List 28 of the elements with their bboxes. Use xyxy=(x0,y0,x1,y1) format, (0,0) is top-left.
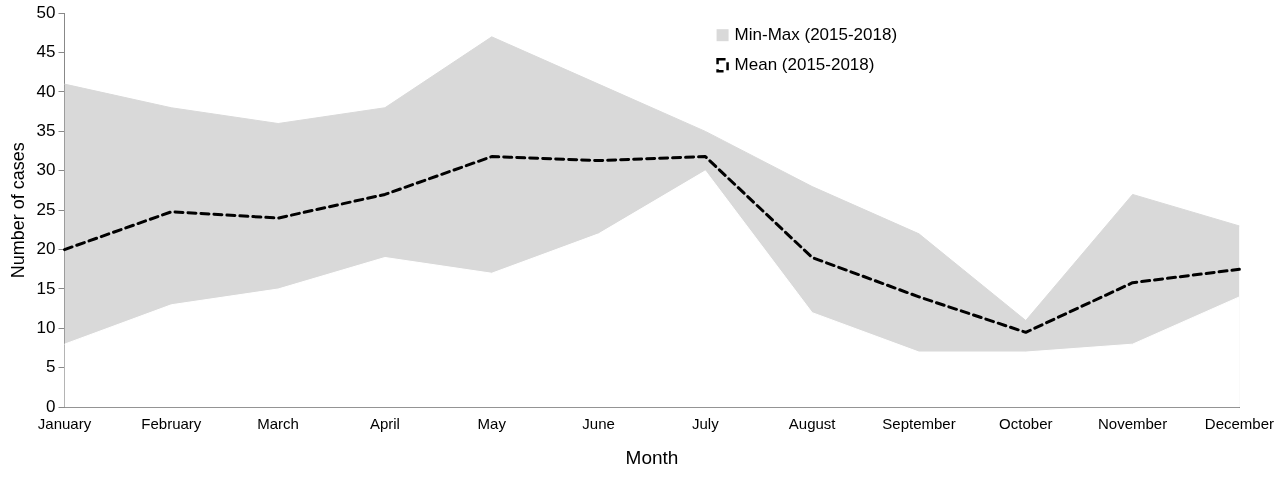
x-tick-label: August xyxy=(788,415,837,433)
y-tick-label: 0 xyxy=(46,396,56,416)
y-tick-label: 35 xyxy=(36,121,56,141)
y-axis-title: Number of cases xyxy=(7,142,28,279)
x-tick-label: October xyxy=(999,415,1053,433)
x-tick-label: September xyxy=(882,415,956,433)
y-tick-label: 20 xyxy=(36,239,56,259)
x-tick-label: November xyxy=(1097,415,1168,433)
x-axis-title: Month xyxy=(625,446,679,468)
x-tick-label: February xyxy=(141,415,202,433)
y-tick-label: 10 xyxy=(36,318,56,338)
legend-label: Mean (2015-2018) xyxy=(734,54,875,74)
y-tick-label: 50 xyxy=(36,2,56,22)
y-tick-label: 40 xyxy=(36,81,56,101)
y-tick-label: 5 xyxy=(46,357,56,377)
y-tick-label: 25 xyxy=(36,199,56,219)
x-tick-label: June xyxy=(582,415,615,433)
y-tick-label: 45 xyxy=(36,42,56,62)
legend-label: Min-Max (2015-2018) xyxy=(734,24,898,44)
x-tick-label: January xyxy=(37,415,92,433)
x-tick-label: April xyxy=(369,415,400,433)
x-tick-label: May xyxy=(477,415,507,433)
line-series xyxy=(63,155,1241,334)
x-tick-label: December xyxy=(1204,415,1275,433)
y-tick-label: 30 xyxy=(36,160,56,180)
x-tick-label: March xyxy=(257,415,299,433)
y-tick-label: 15 xyxy=(36,278,56,298)
x-tick-label: July xyxy=(692,415,720,433)
